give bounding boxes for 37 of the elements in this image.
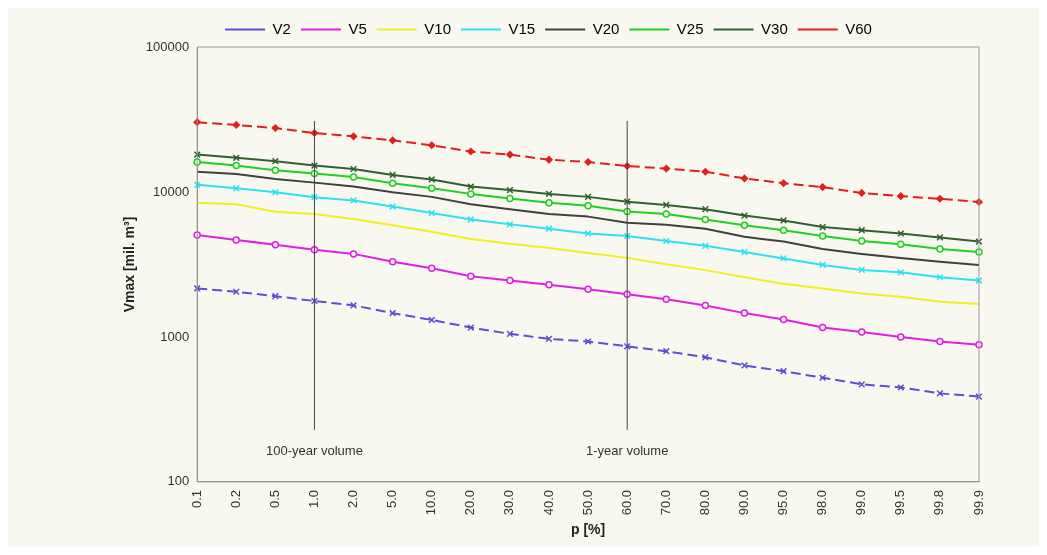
x-tick-label: 98.0 <box>814 489 830 516</box>
x-tick-label: 0.2 <box>227 489 243 508</box>
ref-line-label: 100-year volume <box>266 443 363 459</box>
x-tick-label: 60.0 <box>618 489 634 516</box>
y-tick-label: 100 <box>167 473 190 489</box>
y-tick-label: 1000 <box>160 328 190 344</box>
x-tick-label: 90.0 <box>736 489 752 516</box>
x-tick-label: 50.0 <box>579 489 595 516</box>
x-tick-label: 1.0 <box>306 489 322 508</box>
x-tick-label: 99.0 <box>853 489 869 516</box>
x-tick-label: 20.0 <box>462 489 478 516</box>
x-tick-label: 99.8 <box>931 489 947 516</box>
x-tick-label: 95.0 <box>775 489 791 516</box>
x-tick-label: 70.0 <box>657 489 673 516</box>
x-tick-label: 80.0 <box>696 489 712 516</box>
x-tick-label: 5.0 <box>384 489 400 508</box>
y-axis-title: Vmax [mil. m³] <box>121 216 138 313</box>
x-tick-label: 0.5 <box>266 489 282 508</box>
y-tick-label: 100000 <box>145 38 190 54</box>
y-tick-label: 10000 <box>153 183 190 199</box>
legend-label: V2 <box>272 19 291 37</box>
legend-label: V60 <box>845 19 872 37</box>
legend-label: V5 <box>348 19 367 37</box>
x-tick-label: 0.1 <box>188 489 204 508</box>
x-axis-title: p [%] <box>570 521 606 538</box>
legend-label: V30 <box>761 19 788 37</box>
x-tick-label: 99.9 <box>970 489 986 516</box>
legend-label: V25 <box>676 19 704 37</box>
legend-label: V10 <box>424 19 451 37</box>
ref-line-label: 1-year volume <box>585 443 669 459</box>
x-tick-label: 99.5 <box>892 489 908 516</box>
x-tick-label: 2.0 <box>345 489 361 508</box>
x-tick-label: 30.0 <box>501 489 517 516</box>
x-tick-label: 40.0 <box>540 489 556 516</box>
legend-label: V20 <box>592 19 620 37</box>
x-tick-label: 10.0 <box>423 489 439 516</box>
legend-label: V15 <box>508 19 536 37</box>
